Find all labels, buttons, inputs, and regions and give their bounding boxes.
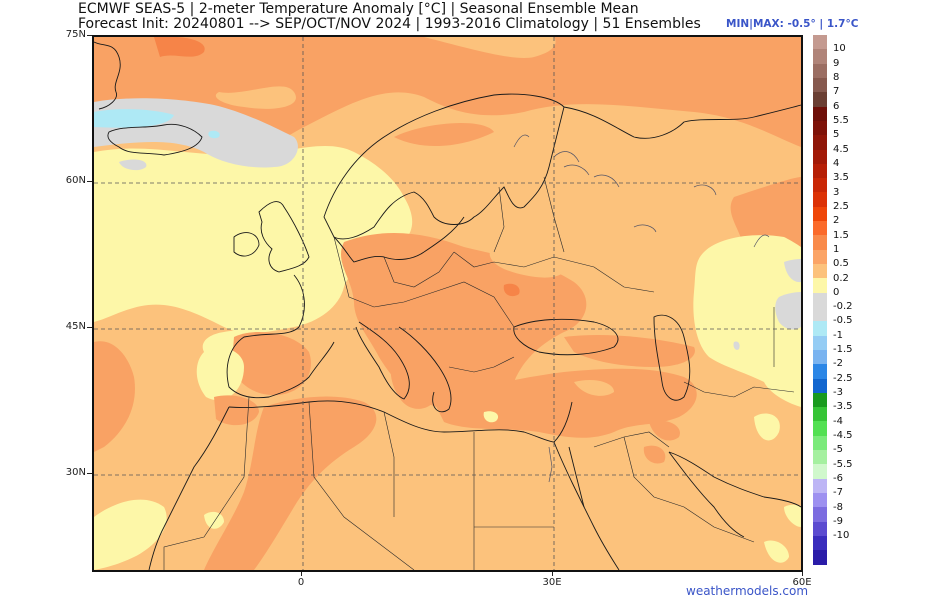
colorbar-label: -3.5 xyxy=(833,401,853,413)
credit-link[interactable]: weathermodels.com xyxy=(686,584,809,598)
colorbar-swatch xyxy=(813,63,827,78)
colorbar-swatch xyxy=(813,550,827,565)
colorbar-swatch xyxy=(813,378,827,393)
lat-label-75n: 75N xyxy=(65,29,86,40)
colorbar-label: 0 xyxy=(833,286,840,298)
colorbar-label: -0.2 xyxy=(833,301,853,313)
lat-label-45n: 45N xyxy=(65,321,86,332)
graticule xyxy=(94,37,801,570)
title-line-1: ECMWF SEAS-5 | 2-meter Temperature Anoma… xyxy=(78,1,639,17)
colorbar-swatch xyxy=(813,135,827,150)
lon-tick xyxy=(552,572,553,576)
lat-label-60n: 60N xyxy=(65,175,86,186)
colorbar-label: -1 xyxy=(833,329,843,341)
colorbar-label: 4.5 xyxy=(833,143,849,155)
lat-tick xyxy=(87,473,92,474)
lon-label-30e: 30E xyxy=(542,577,562,588)
colorbar-swatch xyxy=(813,364,827,379)
colorbar-swatch xyxy=(813,493,827,508)
colorbar-swatch xyxy=(813,221,827,236)
colorbar-label: -9 xyxy=(833,516,843,528)
chart-title: ECMWF SEAS-5 | 2-meter Temperature Anoma… xyxy=(78,2,701,32)
colorbar-swatch xyxy=(813,178,827,193)
colorbar-swatch xyxy=(813,106,827,121)
colorbar-swatch xyxy=(813,521,827,536)
colorbar-swatch xyxy=(813,507,827,522)
minmax-annotation: MIN|MAX: -0.5° | 1.7°C xyxy=(726,18,859,30)
lakes xyxy=(513,134,770,483)
lat-tick xyxy=(87,35,92,36)
colorbar-label: 10 xyxy=(833,43,846,55)
colorbar-label: -10 xyxy=(833,530,850,542)
colorbar-label: 7 xyxy=(833,86,840,98)
colorbar-label: -2 xyxy=(833,358,843,370)
colorbar-swatch xyxy=(813,535,827,551)
colorbar-label: -2.5 xyxy=(833,372,853,384)
colorbar-label: 8 xyxy=(833,71,840,83)
colorbar-swatch xyxy=(813,92,827,107)
colorbar-swatch xyxy=(813,421,827,436)
colorbar-label: 1 xyxy=(833,243,840,255)
colorbar-swatch xyxy=(813,35,827,50)
colorbar-label: 3 xyxy=(833,186,840,198)
lon-label-0: 0 xyxy=(297,577,305,588)
colorbar-label: -8 xyxy=(833,501,843,513)
colorbar-swatch xyxy=(813,278,827,293)
colorbar-label: 9 xyxy=(833,57,840,69)
colorbar-label: -3 xyxy=(833,387,843,399)
lon-tick xyxy=(802,572,803,576)
colorbar-swatch xyxy=(813,163,827,179)
colorbar-label: -5.5 xyxy=(833,458,853,470)
coastlines xyxy=(94,41,801,570)
colorbar-label: -4.5 xyxy=(833,430,853,442)
colorbar-label: -1.5 xyxy=(833,344,853,356)
colorbar-swatch xyxy=(813,249,827,264)
colorbar-label: 4 xyxy=(833,157,840,169)
colorbar-swatch xyxy=(813,149,827,164)
colorbar-swatch xyxy=(813,192,827,207)
colorbar-swatch xyxy=(813,450,827,465)
colorbar-swatch xyxy=(813,478,827,493)
colorbar-swatch xyxy=(813,335,827,350)
colorbar-label: 1.5 xyxy=(833,229,849,241)
colorbar-label: 5 xyxy=(833,129,840,141)
colorbar-label: 6 xyxy=(833,100,840,112)
colorbar-swatch xyxy=(813,235,827,250)
colorbar-label: -4 xyxy=(833,415,843,427)
lat-tick xyxy=(87,327,92,328)
colorbar-swatch xyxy=(813,77,827,93)
colorbar-swatch xyxy=(813,292,827,307)
colorbar-label: 5.5 xyxy=(833,114,849,126)
colorbar-swatch xyxy=(813,464,827,479)
colorbar-swatch xyxy=(813,306,827,322)
colorbar-swatch xyxy=(813,349,827,365)
colorbar-label: -7 xyxy=(833,487,843,499)
colorbar-label: 2.5 xyxy=(833,200,849,212)
colorbar-swatch xyxy=(813,321,827,336)
colorbar-label: -6 xyxy=(833,473,843,485)
colorbar-label: -0.5 xyxy=(833,315,853,327)
lon-label-60e: 60E xyxy=(792,577,812,588)
lon-tick xyxy=(301,572,302,576)
colorbar-label: 2 xyxy=(833,215,840,227)
anomaly-map xyxy=(92,35,803,572)
colorbar-label: 0.5 xyxy=(833,258,849,270)
colorbar-swatch xyxy=(813,407,827,422)
colorbar-swatch xyxy=(813,206,827,222)
colorbar-label: 3.5 xyxy=(833,172,849,184)
lat-label-30n: 30N xyxy=(65,467,86,478)
colorbar-label: 0.2 xyxy=(833,272,849,284)
colorbar-swatch xyxy=(813,120,827,136)
colorbar-swatch xyxy=(813,435,827,451)
colorbar-swatch xyxy=(813,264,827,279)
colorbar-swatch xyxy=(813,392,827,408)
map-canvas xyxy=(94,37,801,570)
colorbar-swatch xyxy=(813,49,827,64)
lat-tick xyxy=(87,181,92,182)
colorbar xyxy=(813,35,827,565)
title-line-2: Forecast Init: 20240801 --> SEP/OCT/NOV … xyxy=(78,16,701,32)
borders xyxy=(163,176,795,570)
colorbar-label: -5 xyxy=(833,444,843,456)
